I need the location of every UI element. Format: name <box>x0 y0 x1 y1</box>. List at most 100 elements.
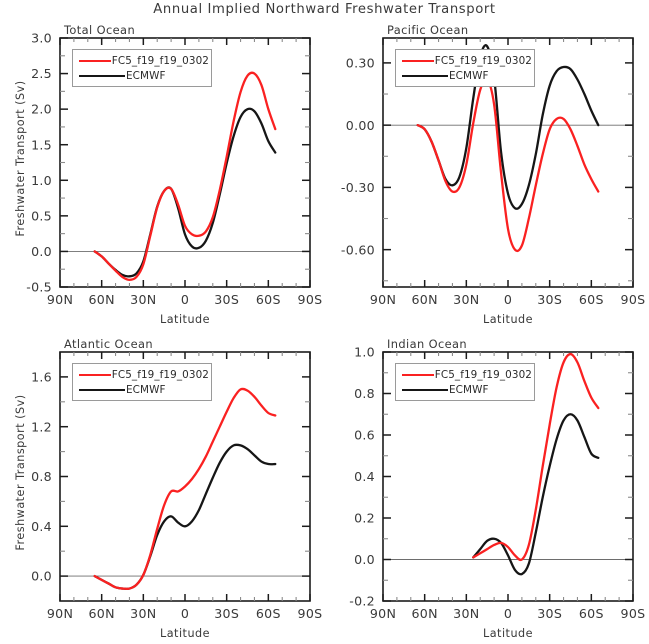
x-tick-label: 90S <box>298 606 323 621</box>
legend-label: FC5_f19_f19_0302 <box>111 54 209 67</box>
x-axis-title: Latitude <box>159 627 211 640</box>
y-tick-label: 0.6 <box>354 428 375 443</box>
x-axis-title: Latitude <box>159 313 211 326</box>
y-tick-label: 0.00 <box>346 118 375 133</box>
x-tick-label: 60S <box>256 292 281 307</box>
legend-swatch-line <box>79 388 125 391</box>
series-line <box>93 387 277 591</box>
panel-title: Pacific Ocean <box>387 23 469 37</box>
x-tick-label: 60N <box>88 606 114 621</box>
x-tick-label: 90N <box>370 606 396 621</box>
figure-title: Annual Implied Northward Freshwater Tran… <box>153 2 496 17</box>
y-tick-label: 1.2 <box>31 419 52 434</box>
y-tick-label: 1.5 <box>31 137 52 152</box>
legend: FC5_f19_f19_0302 ECMWF <box>395 49 535 87</box>
legend-entry[interactable]: ECMWF <box>398 382 532 397</box>
legend-swatch-line <box>402 59 434 62</box>
legend-label: ECMWF <box>126 69 166 82</box>
y-tick-label: 1.6 <box>31 370 52 385</box>
x-axis-title: Latitude <box>482 313 534 326</box>
x-tick-label: 90N <box>370 292 396 307</box>
x-tick-label: 30N <box>130 606 156 621</box>
x-tick-label: 60N <box>88 292 114 307</box>
x-tick-label: 90N <box>47 606 73 621</box>
x-axis-title: Latitude <box>482 627 534 640</box>
x-tick-label: 90S <box>621 606 646 621</box>
x-tick-label: 30S <box>214 292 239 307</box>
legend-label: FC5_f19_f19_0302 <box>111 368 209 381</box>
panel-bottom-left: 90N 60N 30N 0 30S 60S 90S 1.6 1.2 0.8 0.4 0.0 <box>31 351 323 621</box>
y-tick-label: -0.2 <box>349 594 375 609</box>
y-tick-label: -0.60 <box>341 242 375 257</box>
x-tick-label: 90N <box>47 292 73 307</box>
panel-title: Indian Ocean <box>387 337 468 351</box>
legend-swatch-line <box>402 74 448 77</box>
series-line <box>416 44 600 210</box>
y-tick-label: 1.0 <box>31 173 52 188</box>
x-tick-label: 60S <box>256 606 281 621</box>
y-tick-label: -0.30 <box>341 180 375 195</box>
series-line <box>93 107 277 278</box>
panel-top-right: 90N 60N 30N 0 30S 60S 90S 0.30 0.00 -0.30 -0.60 <box>341 37 646 307</box>
legend-label: FC5_f19_f19_0302 <box>434 368 532 381</box>
panel-bottom-right: 90N 60N 30N 0 30S 60S 90S 1.0 0.8 0.6 0.4 0.2 0.0 -0.… <box>349 345 645 621</box>
legend-swatch-line <box>79 59 111 62</box>
x-tick-label: 0 <box>504 606 512 621</box>
legend-entry[interactable]: FC5_f19_f19_0302 <box>398 53 532 68</box>
x-tick-label: 30S <box>537 292 562 307</box>
legend-entry[interactable]: FC5_f19_f19_0302 <box>75 367 209 382</box>
y-tick-label: 0.0 <box>31 569 52 584</box>
x-tick-label: 30N <box>453 292 479 307</box>
series-line <box>93 71 277 282</box>
y-tick-label: 0.4 <box>31 519 52 534</box>
legend-label: ECMWF <box>126 383 166 396</box>
series-line <box>472 352 600 562</box>
y-tick-label: 0.8 <box>354 386 375 401</box>
y-tick-label: 3.0 <box>31 31 52 46</box>
legend: FC5_f19_f19_0302 ECMWF <box>72 363 212 401</box>
panel-title: Atlantic Ocean <box>64 337 153 351</box>
y-tick-label: 0.5 <box>31 208 52 223</box>
y-tick-label: 1.0 <box>354 345 375 360</box>
y-tick-label: -0.5 <box>26 280 52 295</box>
legend: FC5_f19_f19_0302 ECMWF <box>395 363 535 401</box>
legend-swatch-line <box>402 373 434 376</box>
x-tick-label: 90S <box>298 292 323 307</box>
y-axis-title: Freshwater Transport (Sv) <box>14 80 27 237</box>
y-tick-label: 0.0 <box>31 244 52 259</box>
x-tick-label: 30S <box>214 606 239 621</box>
x-tick-label: 0 <box>181 606 189 621</box>
legend-entry[interactable]: FC5_f19_f19_0302 <box>398 367 532 382</box>
y-tick-label: 2.5 <box>31 66 52 81</box>
x-tick-label: 30N <box>130 292 156 307</box>
y-tick-label: 0.2 <box>354 511 375 526</box>
x-tick-label: 30S <box>537 606 562 621</box>
x-tick-label: 90S <box>621 292 646 307</box>
legend-swatch-line <box>79 74 125 77</box>
y-tick-label: 2.0 <box>31 102 52 117</box>
y-tick-label: 0.0 <box>354 552 375 567</box>
panel-title: Total Ocean <box>64 23 136 37</box>
legend-entry[interactable]: ECMWF <box>75 68 209 83</box>
x-tick-label: 60N <box>411 606 437 621</box>
y-axis-title: Freshwater Transport (Sv) <box>14 394 27 551</box>
series-line <box>472 413 600 576</box>
x-tick-label: 60S <box>579 606 604 621</box>
legend: FC5_f19_f19_0302 ECMWF <box>72 49 212 87</box>
legend-label: FC5_f19_f19_0302 <box>434 54 532 67</box>
legend-swatch-line <box>402 388 448 391</box>
legend-entry[interactable]: ECMWF <box>75 382 209 397</box>
x-tick-label: 30N <box>453 606 479 621</box>
x-tick-label: 60S <box>579 292 604 307</box>
legend-entry[interactable]: FC5_f19_f19_0302 <box>75 53 209 68</box>
y-tick-label: 0.4 <box>354 469 375 484</box>
legend-swatch-line <box>79 373 111 376</box>
legend-entry[interactable]: ECMWF <box>398 68 532 83</box>
y-tick-label: 0.30 <box>346 56 375 71</box>
y-tick-label: 0.8 <box>31 469 52 484</box>
x-tick-label: 60N <box>411 292 437 307</box>
x-tick-label: 0 <box>181 292 189 307</box>
